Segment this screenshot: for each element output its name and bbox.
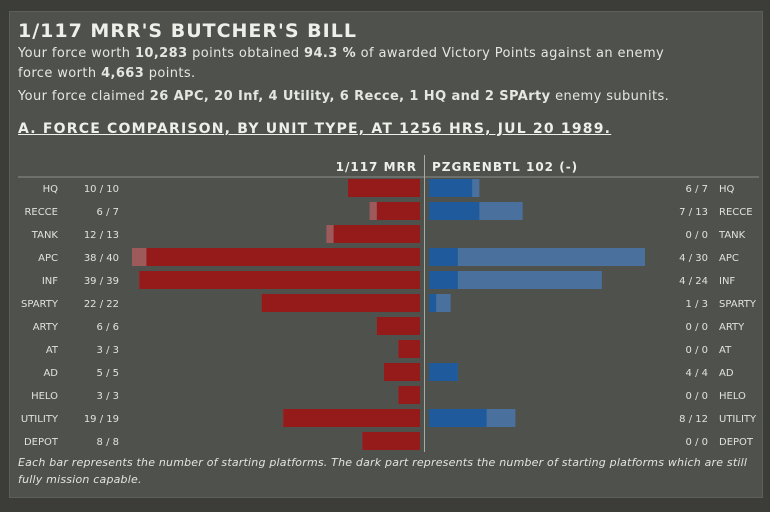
bar-enemy-capable xyxy=(429,248,458,266)
category-label-left: RECCE xyxy=(24,207,58,218)
category-label-right: HQ xyxy=(719,184,735,195)
category-label-right: INF xyxy=(719,276,735,287)
bar-friendly-capable xyxy=(398,386,420,404)
summary-text: Your force claimed xyxy=(18,89,150,104)
bar-friendly-capable xyxy=(376,317,420,335)
victory-points-percent: 94.3 % xyxy=(304,46,357,61)
bar-friendly-capable xyxy=(348,179,420,197)
friendly-points: 10,283 xyxy=(134,46,188,61)
category-label-right: DEPOT xyxy=(719,437,754,448)
enemy-count-label: 1 / 3 xyxy=(686,299,708,310)
enemy-count-label: 8 / 12 xyxy=(679,414,708,425)
enemy-count-label: 0 / 0 xyxy=(686,322,708,333)
bar-friendly-capable xyxy=(139,271,420,289)
friendly-count-label: 19 / 19 xyxy=(84,414,119,425)
enemy-count-label: 6 / 7 xyxy=(686,184,708,195)
series-label-friendly: 1/117 MRR xyxy=(336,160,417,174)
summary-line-1: Your force worth 10,283 points obtained … xyxy=(18,46,664,61)
report-title: 1/117 MRR'S BUTCHER'S BILL xyxy=(18,20,357,42)
enemy-count-label: 0 / 0 xyxy=(686,345,708,356)
bar-enemy-capable xyxy=(429,363,458,381)
category-label-left: INF xyxy=(42,276,58,287)
friendly-count-label: 39 / 39 xyxy=(84,276,119,287)
category-label-left: AT xyxy=(46,345,59,356)
claimed-subunits: 26 APC, 20 Inf, 4 Utility, 6 Recce, 1 HQ… xyxy=(149,89,551,104)
category-label-left: HQ xyxy=(43,184,59,195)
friendly-count-label: 10 / 10 xyxy=(84,184,119,195)
category-label-right: ARTY xyxy=(719,322,745,333)
category-label-right: TANK xyxy=(718,230,746,241)
enemy-count-label: 4 / 4 xyxy=(686,368,708,379)
bar-enemy-capable xyxy=(429,271,458,289)
bar-enemy-capable xyxy=(429,409,487,427)
enemy-points: 4,663 xyxy=(101,66,145,81)
friendly-count-label: 12 / 13 xyxy=(84,230,119,241)
summary-text: Your force worth xyxy=(18,46,135,61)
friendly-count-label: 5 / 5 xyxy=(97,368,119,379)
summary-text: of awarded Victory Points against an ene… xyxy=(356,46,665,61)
category-label-left: TANK xyxy=(31,230,59,241)
enemy-count-label: 0 / 0 xyxy=(686,230,708,241)
category-label-right: AT xyxy=(719,345,732,356)
friendly-count-label: 3 / 3 xyxy=(97,345,119,356)
summary-text: points. xyxy=(144,66,196,81)
bar-enemy-capable xyxy=(429,179,473,197)
friendly-count-label: 6 / 7 xyxy=(97,207,119,218)
friendly-count-label: 3 / 3 xyxy=(97,391,119,402)
bar-friendly-capable xyxy=(261,294,420,312)
summary-line-3: Your force claimed 26 APC, 20 Inf, 4 Uti… xyxy=(18,89,669,104)
category-label-right: SPARTY xyxy=(719,299,757,310)
bar-friendly-capable xyxy=(146,248,420,266)
bar-enemy-starting xyxy=(429,271,602,289)
enemy-count-label: 4 / 24 xyxy=(679,276,708,287)
friendly-count-label: 8 / 8 xyxy=(97,437,119,448)
category-label-right: APC xyxy=(719,253,739,264)
category-label-right: RECCE xyxy=(719,207,753,218)
enemy-count-label: 0 / 0 xyxy=(686,437,708,448)
category-label-left: SPARTY xyxy=(21,299,59,310)
chart-caption: Each bar represents the number of starti… xyxy=(18,456,748,486)
enemy-count-label: 4 / 30 xyxy=(679,253,708,264)
category-label-right: AD xyxy=(719,368,734,379)
bar-friendly-capable xyxy=(384,363,420,381)
bar-friendly-capable xyxy=(398,340,420,358)
summary-text: points obtained xyxy=(187,46,305,61)
friendly-count-label: 22 / 22 xyxy=(84,299,119,310)
category-label-left: UTILITY xyxy=(21,414,59,425)
summary-line-2: force worth 4,663 points. xyxy=(18,66,196,81)
friendly-count-label: 6 / 6 xyxy=(97,322,119,333)
section-title: A. FORCE COMPARISON, BY UNIT TYPE, AT 12… xyxy=(18,121,612,137)
category-label-right: HELO xyxy=(719,391,746,402)
bar-friendly-capable xyxy=(333,225,420,243)
friendly-count-label: 38 / 40 xyxy=(84,253,119,264)
category-label-left: DEPOT xyxy=(24,437,59,448)
enemy-count-label: 0 / 0 xyxy=(686,391,708,402)
bar-enemy-capable xyxy=(429,294,437,312)
category-label-left: ARTY xyxy=(33,322,59,333)
category-label-left: AD xyxy=(43,368,58,379)
bar-enemy-starting xyxy=(429,248,645,266)
enemy-count-label: 7 / 13 xyxy=(679,207,708,218)
summary-text: force worth xyxy=(18,66,102,81)
category-label-left: HELO xyxy=(31,391,58,402)
category-label-left: APC xyxy=(38,253,58,264)
category-label-right: UTILITY xyxy=(719,414,757,425)
bar-enemy-capable xyxy=(429,202,480,220)
series-label-enemy: PZGRENBTL 102 (-) xyxy=(432,160,578,174)
bar-friendly-capable xyxy=(376,202,420,220)
bar-friendly-capable xyxy=(362,432,420,450)
bar-friendly-capable xyxy=(283,409,420,427)
summary-text: enemy subunits. xyxy=(550,89,670,104)
